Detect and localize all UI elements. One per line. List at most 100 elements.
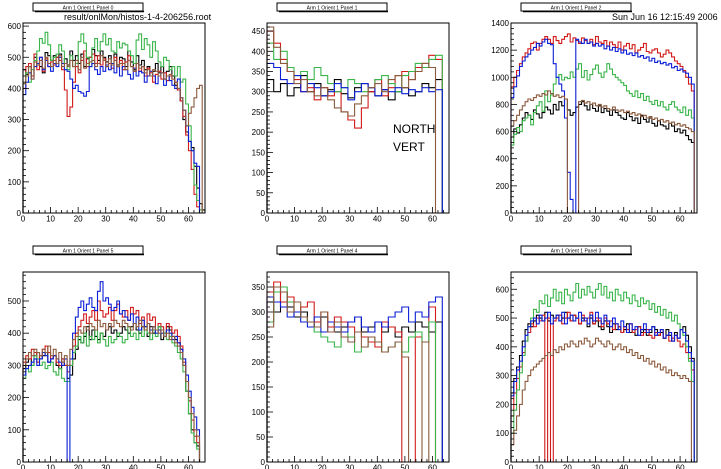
y-tick-label: 100	[8, 178, 22, 187]
panel-title: Arm 1 Orient 1 Panel 0	[63, 6, 114, 12]
y-tick-label: 1200	[491, 46, 509, 55]
x-tick-label: 50	[400, 215, 409, 224]
y-tick-label: 500	[8, 53, 22, 62]
y-tick-label: 400	[496, 155, 510, 164]
x-tick-label: 40	[619, 464, 628, 469]
x-tick-label: 40	[619, 215, 628, 224]
x-tick-label: 40	[129, 215, 138, 224]
y-tick-label: 200	[496, 400, 510, 409]
histogram-series-blue	[22, 56, 205, 214]
histogram-series-brown	[510, 90, 697, 214]
y-tick-label: 400	[8, 329, 22, 338]
histogram-series-blue	[22, 281, 205, 463]
y-tick-label: 400	[496, 343, 510, 352]
y-tick-label: 250	[252, 108, 266, 117]
x-tick-label: 30	[345, 464, 354, 469]
histogram-series-brown	[510, 337, 697, 463]
x-tick-label: 10	[535, 215, 544, 224]
plot-frame	[22, 22, 206, 214]
y-tick-label: 200	[252, 358, 266, 367]
histogram-series-brown	[266, 26, 449, 214]
x-tick-label: 0	[21, 215, 26, 224]
arm-label: NORTH	[393, 122, 436, 136]
y-tick-label: 300	[8, 361, 22, 370]
y-tick-label: 100	[496, 429, 510, 438]
histogram-series-green	[510, 63, 697, 214]
x-tick-label: 0	[265, 215, 270, 224]
x-tick-label: 10	[46, 464, 55, 469]
y-tick-label: 450	[252, 27, 266, 36]
x-tick-label: 60	[676, 464, 685, 469]
x-tick-label: 0	[21, 464, 26, 469]
y-tick-label: 0	[17, 458, 22, 467]
histogram-series-brown	[22, 55, 205, 214]
x-tick-label: 20	[74, 215, 83, 224]
y-tick-label: 400	[8, 84, 22, 93]
y-tick-label: 600	[496, 128, 510, 137]
histogram-series-blue	[510, 38, 697, 214]
histogram-series-blue	[510, 311, 697, 463]
x-tick-label: 10	[46, 215, 55, 224]
y-tick-label: 200	[252, 128, 266, 137]
panel-title: Arm 1 Orient 1 Panel 5	[63, 249, 114, 255]
x-tick-label: 10	[535, 464, 544, 469]
x-tick-label: 50	[400, 464, 409, 469]
plot-frame	[510, 22, 698, 214]
x-tick-label: 40	[373, 464, 382, 469]
panel-title: Arm 1 Orient 1 Panel 2	[551, 6, 602, 12]
y-tick-label: 200	[8, 147, 22, 156]
x-tick-label: 30	[101, 215, 110, 224]
histogram-series-black	[510, 98, 697, 214]
y-tick-label: 0	[261, 458, 266, 467]
y-tick-label: 150	[252, 383, 266, 392]
x-tick-label: 20	[318, 464, 327, 469]
x-tick-label: 30	[345, 215, 354, 224]
y-tick-label: 100	[8, 426, 22, 435]
histogram-panel-2: Arm 1 Orient 1 Panel 20 10 20 30 40 50 6002004…	[491, 2, 698, 224]
x-tick-label: 10	[290, 215, 299, 224]
panel-title: Arm 1 Orient 1 Panel 3	[551, 249, 602, 255]
root-file-label: result/onlMon/histos-1-4-206256.root	[64, 12, 212, 22]
x-tick-label: 40	[373, 215, 382, 224]
x-tick-label: 0	[509, 464, 514, 469]
y-tick-label: 500	[496, 314, 510, 323]
y-tick-label: 0	[505, 458, 510, 467]
datetime-label: Sun Jun 16 12:15:49 2006	[612, 12, 718, 22]
histogram-series-green	[22, 326, 205, 463]
x-tick-label: 20	[563, 215, 572, 224]
y-tick-label: 1000	[491, 73, 509, 82]
y-tick-label: 200	[8, 394, 22, 403]
histogram-series-brown	[266, 286, 449, 463]
x-tick-label: 20	[563, 464, 572, 469]
y-tick-label: 1400	[491, 19, 509, 28]
x-tick-label: 40	[129, 464, 138, 469]
x-tick-label: 0	[509, 215, 514, 224]
histogram-series-brown	[22, 319, 205, 463]
histogram-panel-4: Arm 1 Orient 1 Panel 4 0 10 20 30 40 50 60 0 50 10…	[252, 245, 450, 469]
panel-title: Arm 1 Orient 1 Panel 4	[307, 249, 358, 255]
x-tick-label: 50	[156, 464, 165, 469]
y-tick-label: 350	[252, 283, 266, 292]
x-tick-label: 30	[591, 464, 600, 469]
x-tick-label: 60	[428, 464, 437, 469]
y-tick-label: 400	[252, 47, 266, 56]
x-tick-label: 60	[428, 215, 437, 224]
plot-frame	[22, 271, 206, 463]
y-tick-label: 100	[252, 408, 266, 417]
y-tick-label: 300	[8, 116, 22, 125]
y-tick-label: 100	[252, 169, 266, 178]
histogram-panel-3: Arm 1 Orient 1 Panel 5 0 10 20 30 40 50 60 0 100 2…	[8, 245, 206, 469]
y-tick-label: 0	[505, 209, 510, 218]
histogram-series-green	[510, 282, 697, 463]
y-tick-label: 150	[252, 148, 266, 157]
y-tick-label: 300	[496, 372, 510, 381]
y-tick-label: 300	[252, 308, 266, 317]
histogram-panel-0: Arm 1 Orient 1 Panel 00 10 20 30 40 50 6001002…	[8, 2, 206, 224]
x-tick-label: 30	[101, 464, 110, 469]
x-tick-label: 50	[647, 464, 656, 469]
x-tick-label: 50	[647, 215, 656, 224]
y-tick-label: 300	[252, 88, 266, 97]
histogram-panel-1: Arm 1 Orient 1 Panel 1 0 10 20 30 40 50 60 0 50 10…	[252, 2, 450, 224]
y-tick-label: 0	[17, 209, 22, 218]
